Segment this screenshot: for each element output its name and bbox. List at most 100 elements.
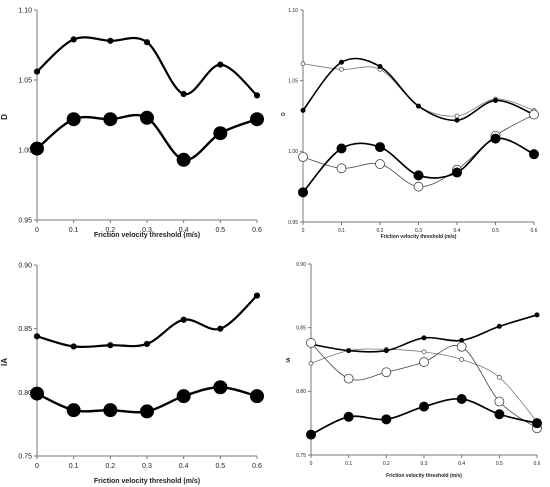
data-point [306, 338, 316, 348]
data-point [143, 39, 151, 46]
y-tick-label: 0.90 [18, 262, 32, 269]
y-tick-label: 0.95 [18, 217, 32, 224]
y-tick-label: 1.05 [18, 77, 32, 84]
x-tick-label: 0.5 [492, 228, 499, 234]
x-tick-label: 0.3 [421, 461, 428, 467]
series-1 [300, 61, 537, 119]
series-1 [33, 292, 261, 350]
x-tick-label: 0.5 [496, 461, 503, 467]
data-point [339, 66, 344, 72]
y-tick-label: 0.80 [18, 390, 32, 397]
x-tick-label: 0.4 [458, 461, 465, 467]
y-tick-label: 0.80 [296, 389, 306, 395]
data-point [459, 337, 465, 343]
y-axis-label: D [281, 112, 287, 116]
data-point [532, 418, 542, 429]
data-point [419, 357, 429, 367]
data-point [494, 396, 505, 407]
chart-panel-3: 0.75 0.80 0.85 0.90 0 0.1 0.2 0.3 0.4 0.5 0.6 Frict… [0, 262, 264, 485]
data-point [493, 97, 498, 103]
data-point [250, 389, 264, 404]
data-point [33, 68, 41, 75]
x-tick-label: 0.2 [105, 227, 115, 234]
series-line [36, 294, 258, 349]
data-point [456, 393, 467, 404]
data-point [253, 92, 261, 99]
x-tick-label: 0.6 [531, 228, 538, 234]
y-axis-label: D [0, 114, 9, 120]
data-point [496, 374, 502, 380]
data-point [456, 341, 467, 352]
x-tick-label: 0 [310, 461, 313, 467]
data-point [66, 403, 81, 418]
x-tick-label: 0.5 [215, 463, 225, 470]
y-tick-label: 0.85 [296, 325, 306, 331]
data-point [33, 333, 41, 340]
data-point [419, 401, 429, 412]
data-point [336, 163, 347, 174]
y-tick-label: 1.00 [18, 147, 32, 154]
x-axis-label: Friction velocity threshold (m/s) [94, 478, 200, 485]
y-tick-label: 0.75 [18, 453, 32, 460]
y-tick-label: 0.85 [18, 326, 32, 333]
data-point [343, 411, 354, 422]
series-1 [33, 36, 261, 99]
x-tick-label: 0.6 [252, 227, 262, 234]
x-tick-label: 0.3 [415, 228, 422, 234]
y-tick-label: 0.75 [296, 453, 306, 459]
data-point [339, 59, 344, 65]
data-point [346, 348, 352, 354]
y-tick-label: 0.95 [288, 220, 298, 226]
data-point [529, 109, 539, 120]
chart-panel-2: 0.95 1.00 1.05 1.10 0 0.1 0.2 0.3 0.4 0.5 0.6 Frict… [281, 8, 539, 240]
y-tick-label: 1.10 [18, 7, 32, 14]
data-point [70, 36, 77, 43]
data-point [529, 149, 539, 160]
x-tick-label: 0 [35, 227, 39, 234]
chart-panel-4: 0.75 0.80 0.85 0.90 0 0.1 0.2 0.3 0.4 0.5 0.6 Frict… [286, 262, 542, 479]
x-tick-label: 0.2 [105, 463, 115, 470]
data-point [253, 292, 261, 299]
x-tick-label: 0.1 [338, 228, 345, 234]
data-point [217, 325, 224, 332]
x-tick-label: 0.5 [215, 227, 225, 234]
series-2 [30, 380, 264, 419]
data-point [298, 152, 308, 162]
data-point [30, 141, 44, 156]
data-point [377, 64, 383, 70]
data-point [496, 323, 502, 329]
data-point [343, 373, 354, 384]
data-point [306, 429, 316, 440]
data-point [213, 380, 228, 395]
y-tick-label: 1.00 [288, 149, 298, 155]
x-tick-label: 0 [35, 463, 39, 470]
x-tick-label: 0.1 [69, 463, 79, 470]
x-tick-label: 0.4 [454, 228, 461, 234]
data-point [180, 316, 187, 323]
data-point [143, 340, 151, 348]
x-tick-label: 0.3 [142, 227, 152, 234]
data-point [176, 389, 191, 404]
data-point [413, 170, 424, 181]
data-point [421, 349, 427, 355]
data-point [494, 409, 505, 420]
series-4 [298, 133, 539, 198]
x-tick-label: 0.2 [383, 461, 390, 467]
series-2 [30, 110, 264, 167]
data-point [180, 90, 187, 98]
x-axis-label: Friction velocity threshold (m/s) [94, 232, 200, 239]
data-point [381, 414, 392, 425]
data-point [66, 112, 81, 127]
data-point [375, 159, 385, 169]
data-point [375, 142, 385, 153]
data-point [459, 357, 465, 362]
data-point [454, 113, 460, 119]
series-2 [300, 57, 537, 123]
data-point [416, 103, 421, 109]
data-point [30, 386, 44, 401]
data-point [70, 343, 77, 350]
x-tick-label: 0.1 [345, 461, 352, 467]
series-line [302, 57, 535, 122]
series-4 [306, 393, 542, 440]
x-tick-label: 0.4 [179, 463, 189, 470]
